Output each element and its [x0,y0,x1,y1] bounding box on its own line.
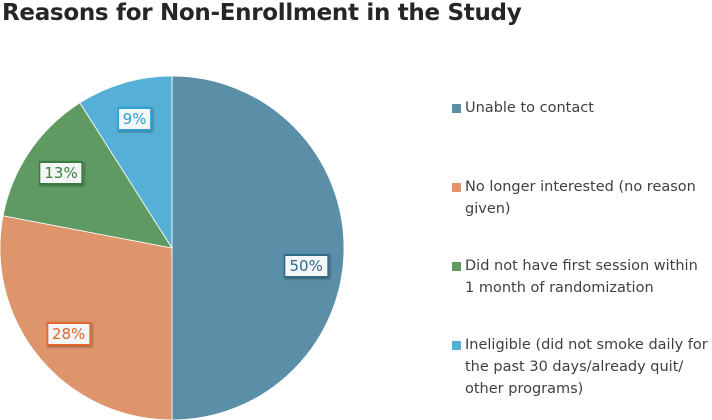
legend-swatch [452,183,461,192]
legend-entry: Ineligible (did not smoke daily for the … [452,334,710,400]
legend-entry: No longer interested (no reason given) [452,176,710,220]
legend-swatch [452,262,461,271]
data-label: 13% [38,160,84,185]
data-label: 50% [283,254,329,278]
legend-label: Unable to contact [465,100,594,116]
pie-slice-1 [0,215,173,420]
chart-title: Reasons for Non-Enrollment in the Study [2,0,522,26]
legend-label: No longer interested (no reason given) [465,179,696,217]
pie-slice-0 [171,75,345,420]
legend-label: Ineligible (did not smoke daily for the … [465,337,708,397]
data-label: 28% [45,321,92,346]
legend-swatch [452,104,461,113]
data-label: 9% [116,107,153,132]
pie-slice-2 [2,102,173,249]
legend-entry: Unable to contact [452,97,710,119]
legend-entry: Did not have first session within 1 mont… [452,255,710,299]
legend-swatch [452,341,461,350]
legend-label: Did not have first session within 1 mont… [465,258,698,296]
